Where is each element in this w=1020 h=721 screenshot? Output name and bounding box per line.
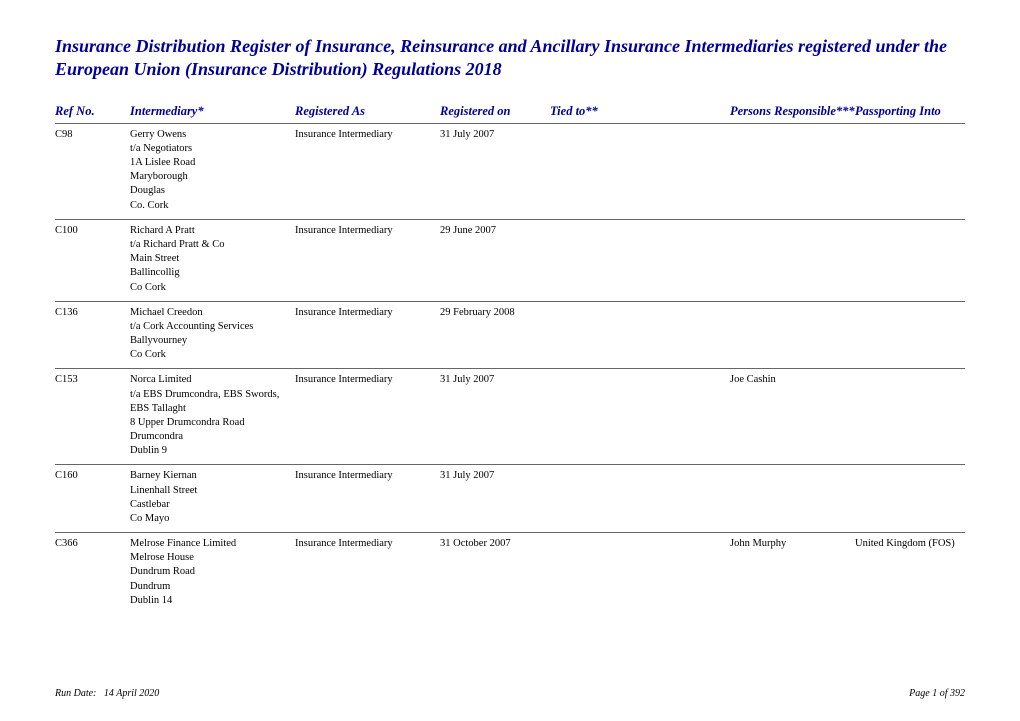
intermediary-line: Melrose Finance Limited [130, 537, 287, 551]
intermediary-line: Maryborough [130, 170, 287, 184]
intermediary-line: Co Mayo [130, 512, 287, 526]
col-header-tied-to: Tied to** [550, 104, 730, 119]
register-page: Insurance Distribution Register of Insur… [0, 0, 1020, 721]
col-header-registered-as: Registered As [295, 104, 440, 119]
cell-intermediary: Norca Limitedt/a EBS Drumcondra, EBS Swo… [130, 373, 295, 458]
table-row: C136Michael Creedont/a Cork Accounting S… [55, 302, 965, 370]
cell-registered-on: 31 July 2007 [440, 128, 550, 213]
intermediary-line: Castlebar [130, 498, 287, 512]
cell-passporting: United Kingdom (FOS) [855, 537, 965, 608]
run-date-label: Run Date: [55, 688, 96, 699]
cell-registered-on: 31 October 2007 [440, 537, 550, 608]
cell-passporting [855, 128, 965, 213]
page-current: 1 [932, 688, 937, 699]
cell-ref: C160 [55, 469, 130, 526]
intermediary-line: Douglas [130, 184, 287, 198]
col-header-registered-on: Registered on [440, 104, 550, 119]
intermediary-line: Linenhall Street [130, 484, 287, 498]
cell-registered-as: Insurance Intermediary [295, 128, 440, 213]
intermediary-line: Drumcondra [130, 430, 287, 444]
cell-passporting [855, 224, 965, 295]
cell-tied-to [550, 224, 730, 295]
cell-ref: C98 [55, 128, 130, 213]
cell-registered-on: 31 July 2007 [440, 373, 550, 458]
cell-intermediary: Melrose Finance LimitedMelrose HouseDund… [130, 537, 295, 608]
intermediary-line: 8 Upper Drumcondra Road [130, 416, 287, 430]
intermediary-line: Co Cork [130, 348, 287, 362]
cell-registered-as: Insurance Intermediary [295, 224, 440, 295]
page-of: of [940, 688, 948, 699]
page-label: Page [909, 688, 930, 699]
intermediary-line: 1A Lislee Road [130, 156, 287, 170]
cell-registered-on: 29 February 2008 [440, 306, 550, 363]
cell-tied-to [550, 469, 730, 526]
table-row: C100Richard A Prattt/a Richard Pratt & C… [55, 220, 965, 302]
page-footer: Run Date: 14 April 2020 Page 1 of 392 [55, 688, 965, 699]
cell-registered-as: Insurance Intermediary [295, 306, 440, 363]
cell-intermediary: Richard A Prattt/a Richard Pratt & CoMai… [130, 224, 295, 295]
intermediary-line: Ballyvourney [130, 334, 287, 348]
cell-registered-on: 29 June 2007 [440, 224, 550, 295]
cell-passporting [855, 373, 965, 458]
intermediary-line: Co. Cork [130, 199, 287, 213]
page-title: Insurance Distribution Register of Insur… [55, 35, 965, 82]
cell-persons [730, 469, 855, 526]
intermediary-line: Gerry Owens [130, 128, 287, 142]
cell-registered-as: Insurance Intermediary [295, 373, 440, 458]
intermediary-line: Dundrum Road [130, 565, 287, 579]
table-row: C98Gerry Owenst/a Negotiators1A Lislee R… [55, 124, 965, 220]
cell-passporting [855, 306, 965, 363]
table-row: C366Melrose Finance LimitedMelrose House… [55, 533, 965, 614]
run-date-value: 14 April 2020 [104, 688, 159, 699]
intermediary-line: Melrose House [130, 551, 287, 565]
cell-tied-to [550, 537, 730, 608]
cell-passporting [855, 469, 965, 526]
intermediary-line: Norca Limited [130, 373, 287, 387]
col-header-ref: Ref No. [55, 104, 130, 119]
intermediary-line: Dublin 9 [130, 444, 287, 458]
cell-persons [730, 128, 855, 213]
intermediary-line: Co Cork [130, 281, 287, 295]
intermediary-line: t/a Negotiators [130, 142, 287, 156]
cell-persons: Joe Cashin [730, 373, 855, 458]
intermediary-line: Dublin 14 [130, 594, 287, 608]
cell-tied-to [550, 306, 730, 363]
page-number: Page 1 of 392 [909, 688, 965, 699]
col-header-passporting: Passporting Into [855, 104, 965, 119]
cell-intermediary: Michael Creedont/a Cork Accounting Servi… [130, 306, 295, 363]
cell-tied-to [550, 373, 730, 458]
cell-tied-to [550, 128, 730, 213]
table-header-row: Ref No. Intermediary* Registered As Regi… [55, 102, 965, 124]
col-header-persons: Persons Responsible*** [730, 104, 855, 119]
cell-persons [730, 224, 855, 295]
run-date: Run Date: 14 April 2020 [55, 688, 159, 699]
cell-ref: C366 [55, 537, 130, 608]
cell-persons [730, 306, 855, 363]
intermediary-line: Main Street [130, 252, 287, 266]
cell-intermediary: Gerry Owenst/a Negotiators1A Lislee Road… [130, 128, 295, 213]
cell-registered-on: 31 July 2007 [440, 469, 550, 526]
intermediary-line: t/a Richard Pratt & Co [130, 238, 287, 252]
table-body: C98Gerry Owenst/a Negotiators1A Lislee R… [55, 124, 965, 614]
cell-registered-as: Insurance Intermediary [295, 469, 440, 526]
cell-intermediary: Barney KiernanLinenhall StreetCastlebarC… [130, 469, 295, 526]
intermediary-line: Barney Kiernan [130, 469, 287, 483]
intermediary-line: t/a EBS Drumcondra, EBS Swords, EBS Tall… [130, 388, 287, 416]
cell-ref: C153 [55, 373, 130, 458]
table-row: C153Norca Limitedt/a EBS Drumcondra, EBS… [55, 369, 965, 465]
intermediary-line: t/a Cork Accounting Services [130, 320, 287, 334]
page-total: 392 [950, 688, 965, 699]
col-header-intermediary: Intermediary* [130, 104, 295, 119]
cell-registered-as: Insurance Intermediary [295, 537, 440, 608]
intermediary-line: Richard A Pratt [130, 224, 287, 238]
cell-ref: C136 [55, 306, 130, 363]
intermediary-line: Dundrum [130, 580, 287, 594]
intermediary-line: Michael Creedon [130, 306, 287, 320]
cell-ref: C100 [55, 224, 130, 295]
intermediary-line: Ballincollig [130, 266, 287, 280]
cell-persons: John Murphy [730, 537, 855, 608]
table-row: C160Barney KiernanLinenhall StreetCastle… [55, 465, 965, 533]
